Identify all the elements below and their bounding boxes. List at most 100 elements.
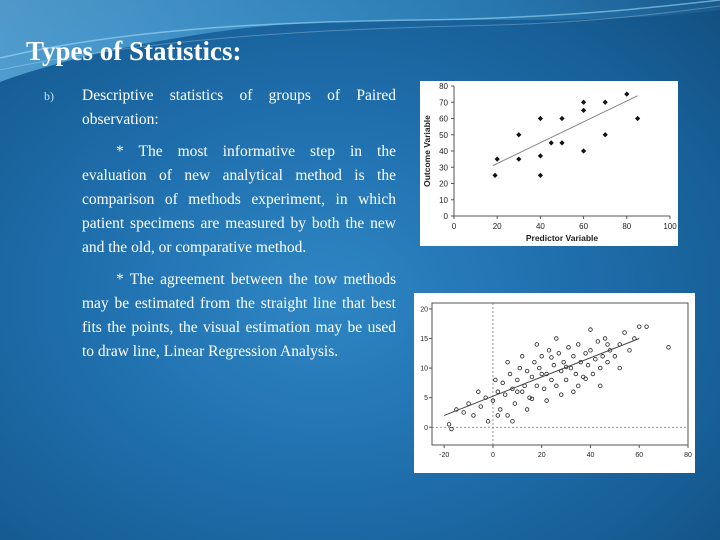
data-point	[617, 365, 622, 371]
y-tick-label: 5	[424, 395, 428, 402]
x-tick-label: 40	[536, 222, 545, 231]
scatter-chart-panel-1: 0 20 40 60 80 100 0 10 20 30 40 50 60 70 80 Predictor …	[420, 81, 678, 246]
y-tick-label: 0	[444, 212, 449, 221]
data-point	[563, 377, 569, 383]
y-tick-label: 80	[439, 82, 448, 91]
data-point	[556, 351, 561, 356]
scatter-chart-panel-2: -20 0 20 40 60 80 0 5 10 15 20	[414, 293, 695, 473]
data-point	[602, 336, 608, 341]
data-point	[627, 348, 632, 353]
bullet-marker: b)	[44, 89, 54, 103]
data-point	[537, 365, 542, 371]
scatter-chart-2: -20 0 20 40 60 80 0 5 10 15 20	[420, 302, 692, 459]
data-point	[573, 371, 579, 377]
swoosh-line	[0, 5, 720, 71]
data-point	[529, 374, 535, 380]
x-tick-label: 40	[587, 452, 595, 459]
x-tick-label: 80	[622, 222, 631, 231]
data-point	[505, 359, 510, 365]
y-tick-label: 20	[420, 306, 428, 313]
bullet-heading: Descriptive statistics of groups of Pair…	[82, 87, 396, 128]
data-point	[549, 355, 554, 360]
data-point	[602, 132, 608, 138]
data-point	[549, 377, 554, 383]
data-point	[534, 342, 540, 347]
data-point	[600, 354, 605, 359]
slide-title: Types of Statistics:	[26, 36, 242, 66]
slide-body: b) Descriptive statistics of groups of P…	[44, 84, 396, 364]
data-point	[602, 99, 608, 105]
data-point	[644, 324, 649, 329]
data-point	[666, 345, 671, 350]
data-point	[637, 324, 642, 329]
chart-axes: 0 20 40 60 80 100 0 10 20 30 40 50 60 70 80	[439, 82, 677, 231]
y-tick-label: 20	[439, 180, 448, 189]
data-point	[492, 172, 498, 178]
data-point	[520, 354, 525, 359]
y-tick-label: 15	[420, 336, 428, 343]
data-point	[559, 115, 565, 122]
x-tick-label: 20	[538, 452, 546, 459]
data-point	[551, 362, 557, 368]
data-point	[593, 357, 598, 362]
data-point	[571, 354, 576, 359]
chart-marks	[444, 324, 671, 432]
data-point	[493, 377, 498, 383]
data-point	[524, 407, 530, 412]
data-point	[516, 156, 522, 162]
x-tick-label: 60	[579, 222, 588, 231]
y-tick-label: 40	[439, 147, 448, 156]
data-point	[478, 404, 483, 409]
header-swoosh-decoration	[0, 0, 720, 82]
data-point	[583, 351, 588, 356]
data-point	[624, 91, 630, 97]
data-point	[515, 377, 520, 383]
data-point	[512, 401, 518, 406]
data-point	[548, 140, 554, 146]
swoosh-line	[0, 0, 720, 59]
data-point	[561, 359, 566, 365]
data-point	[495, 389, 501, 394]
chart-axes: -20 0 20 40 60 80 0 5 10 15 20	[420, 302, 692, 459]
y-axis-label: Outcome Variable	[422, 115, 432, 187]
data-point	[568, 365, 574, 371]
data-point	[534, 383, 540, 389]
data-point	[554, 336, 559, 341]
data-point	[581, 99, 587, 105]
data-point	[539, 371, 544, 377]
data-point	[516, 132, 522, 138]
data-point	[490, 398, 496, 403]
paragraph-regression: * The agreement between the tow methods …	[82, 271, 396, 360]
scatter-chart-1: 0 20 40 60 80 100 0 10 20 30 40 50 60 70 80 Predictor …	[422, 82, 677, 243]
data-point	[446, 422, 452, 427]
y-tick-label: 10	[420, 366, 428, 373]
data-point	[494, 156, 500, 162]
plot-frame	[431, 302, 689, 446]
data-point	[559, 392, 564, 397]
data-point	[476, 389, 481, 394]
data-point	[605, 342, 610, 347]
x-tick-label: 0	[452, 222, 457, 231]
data-point	[612, 354, 618, 359]
x-tick-label: 100	[663, 222, 677, 231]
data-point	[605, 359, 610, 365]
data-point	[527, 395, 532, 400]
data-point	[588, 348, 593, 353]
swoosh-band	[0, 0, 720, 82]
data-point	[559, 140, 565, 146]
data-point	[502, 392, 508, 397]
paragraph-comparison: * The most informative step in the evalu…	[82, 143, 396, 256]
x-tick-label: 80	[684, 452, 692, 459]
data-point	[595, 339, 600, 344]
data-point	[537, 172, 543, 178]
bullet-item: b) Descriptive statistics of groups of P…	[44, 84, 396, 364]
chart-marks	[492, 91, 641, 178]
data-point	[588, 327, 593, 332]
data-point	[500, 380, 505, 386]
y-tick-label: 60	[439, 115, 448, 124]
data-point	[590, 371, 596, 377]
data-point	[581, 148, 587, 154]
data-point	[585, 362, 591, 368]
x-tick-label: 60	[635, 452, 643, 459]
